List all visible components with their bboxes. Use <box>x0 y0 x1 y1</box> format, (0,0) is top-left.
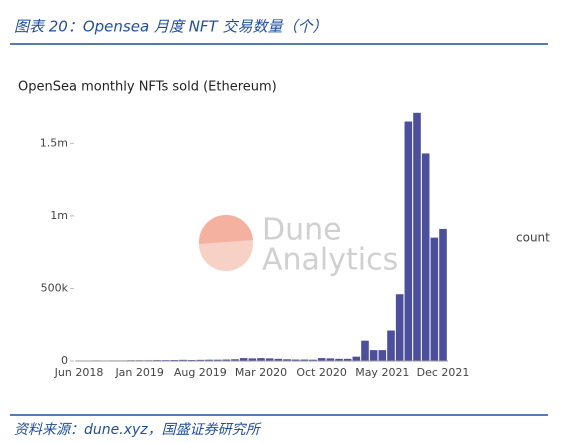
bar <box>369 350 378 361</box>
bar <box>205 359 213 361</box>
bar <box>343 358 352 361</box>
bar <box>300 359 309 361</box>
bar <box>179 359 187 361</box>
x-tick-label: Oct 2020 <box>296 366 347 379</box>
bar <box>196 359 205 361</box>
bar <box>430 237 439 361</box>
bar <box>326 358 335 361</box>
bar <box>439 228 447 361</box>
legend-label: count <box>516 231 550 245</box>
bar <box>170 359 179 361</box>
bar <box>421 153 430 361</box>
bar <box>317 358 326 361</box>
bar <box>231 359 239 361</box>
bar <box>265 358 274 361</box>
watermark-text: Dune <box>262 213 342 248</box>
y-tick-label: 0 <box>61 354 68 367</box>
bar <box>335 358 343 361</box>
bar <box>213 359 222 361</box>
bar <box>361 340 369 361</box>
x-tick-label: Aug 2019 <box>174 366 227 379</box>
y-tick-label: 500k <box>41 281 69 294</box>
watermark-text: Analytics <box>262 243 398 278</box>
header-title: 图表 20：Opensea 月度 NFT 交易数量（个） <box>14 18 327 36</box>
y-tick-label: 1m <box>50 209 68 222</box>
bar <box>274 358 283 361</box>
bar <box>283 359 291 361</box>
x-tick-label: Jan 2019 <box>114 366 163 379</box>
x-tick-label: Jun 2018 <box>54 366 104 379</box>
bar <box>257 358 265 361</box>
chart-title: OpenSea monthly NFTs sold (Ethereum) <box>18 80 277 95</box>
bar <box>352 356 361 361</box>
bar <box>248 358 257 361</box>
bar <box>404 121 413 361</box>
bar <box>378 350 387 361</box>
bar <box>239 358 248 361</box>
bar <box>387 330 395 361</box>
footer-source: 资料来源：dune.xyz，国盛证券研究所 <box>14 422 262 438</box>
x-tick-label: Mar 2020 <box>235 366 287 379</box>
watermark-logo-part <box>198 214 253 244</box>
bar <box>291 359 300 361</box>
bar <box>187 359 196 361</box>
watermark: Dune Analytics <box>198 213 398 278</box>
y-tick-label: 1.5m <box>40 136 68 149</box>
bar <box>395 294 404 361</box>
bar <box>222 359 231 361</box>
x-tick-label: Dec 2021 <box>417 366 470 379</box>
bar <box>309 359 317 361</box>
x-tick-label: May 2021 <box>355 366 409 379</box>
bar <box>413 112 421 361</box>
